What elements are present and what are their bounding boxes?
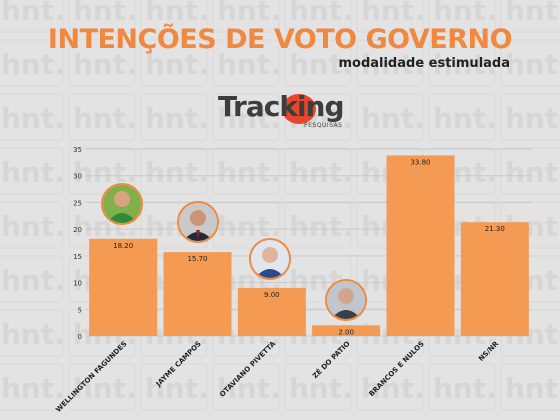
bar — [89, 238, 158, 336]
bar-value-label: 2.00 — [338, 328, 354, 336]
bar-value-label: 33.80 — [410, 158, 430, 166]
x-tick-label: JAYME CAMPOS — [154, 340, 203, 389]
logo-accent-circle — [282, 94, 316, 124]
x-tick-label: OTAVIANO PIVETTA — [218, 339, 277, 398]
bar — [386, 155, 455, 336]
bar — [237, 287, 306, 336]
x-tick-label: WELLINGTON FAGUNDES — [54, 340, 128, 414]
ze-photo-icon — [325, 279, 367, 321]
y-tick-label: 20 — [73, 226, 82, 234]
x-tick-label: NS/NR — [477, 339, 501, 363]
chart-subtitle: modalidade estimulada — [338, 56, 510, 71]
bar — [460, 222, 529, 336]
y-tick-label: 35 — [73, 146, 82, 154]
jayme-photo-icon — [177, 201, 219, 243]
y-tick-label: 5 — [78, 306, 82, 314]
bar — [312, 325, 381, 336]
x-tick-label: ZÉ DO PATIO — [310, 339, 351, 380]
otaviano-photo-icon — [249, 238, 291, 280]
logo-word: Tracking — [218, 90, 345, 123]
bar-value-label: 18.20 — [113, 242, 133, 250]
logo-tagline: PESQUISAS — [304, 122, 343, 129]
bar-value-label: 21.30 — [485, 225, 505, 233]
bar-value-label: 9.00 — [264, 291, 280, 299]
x-tick-label: BRANCOS E NULOS — [368, 340, 426, 398]
y-tick-label: 10 — [73, 280, 82, 288]
wellington-photo-icon — [101, 183, 143, 225]
y-tick-label: 25 — [73, 199, 82, 207]
tracking-logo: Tracking PESQUISAS — [218, 90, 358, 130]
bar — [163, 252, 232, 336]
y-tick-label: 15 — [73, 253, 82, 261]
y-tick-label: 30 — [73, 173, 82, 181]
chart-title: INTENÇÕES DE VOTO GOVERNO — [47, 24, 513, 55]
bar-value-label: 15.70 — [187, 255, 207, 263]
y-tick-label: 0 — [78, 333, 82, 341]
